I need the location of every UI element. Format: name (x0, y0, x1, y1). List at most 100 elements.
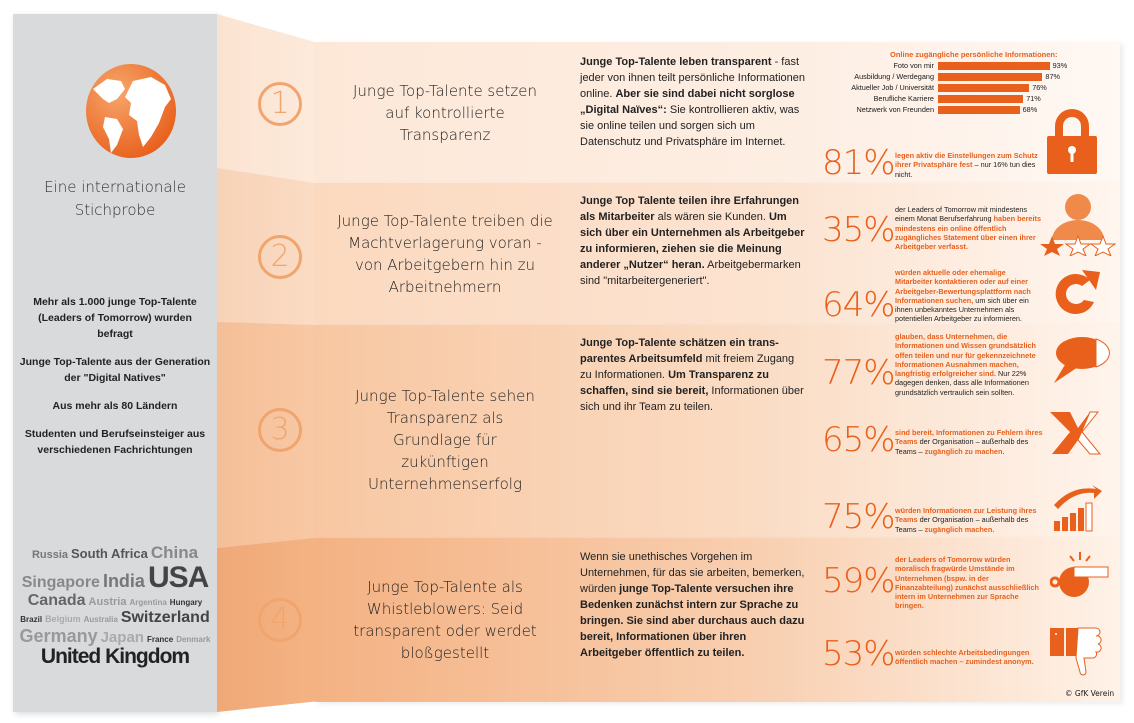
lock-icon (1047, 109, 1097, 174)
text-segment: - fast jeder von ihnen teilt persönliche… (580, 56, 806, 100)
text-segment: zugänglich machen. (924, 524, 995, 534)
cloud-word: Japan (100, 628, 144, 646)
text-segment: der Leaders of Tomorrow würden moralisch… (895, 555, 1039, 611)
fact-item: Studenten und Berufseinsteiger aus versc… (24, 428, 206, 456)
text-segment: Wenn sie unethisches Vorgehen im Unterne… (580, 551, 805, 595)
stat-percent: 77% (822, 353, 896, 393)
bar (938, 62, 1050, 70)
section-2 (315, 183, 1120, 325)
section-4 (315, 538, 1120, 702)
cloud-word: Argentina (129, 598, 167, 608)
growth-chart-icon (1054, 485, 1102, 532)
speech-bubble-icon (1054, 337, 1110, 383)
text-segment: Um Transparenz zu schaffen, sind sie ber… (580, 369, 769, 397)
section-number-1: 1 (258, 82, 302, 126)
cloud-word: Singapore (21, 573, 100, 591)
section-body-1: Junge Top-Talente leben transparent - fa… (580, 54, 808, 150)
section-number-3: 3 (258, 408, 302, 452)
text-segment: würden Informationen zur Leistung ihres … (895, 506, 1037, 525)
text-segment: sind bereit, Informationen zu Fehlern ih… (895, 428, 1043, 447)
globe-icon (86, 64, 176, 158)
cloud-word: Hungary (169, 598, 203, 608)
copyright: © GfK Verein (1065, 689, 1115, 698)
cloud-word: Australia (83, 615, 118, 625)
bar (938, 73, 1043, 81)
fact-item: Junge Top-Talente aus der Generation der… (19, 356, 211, 384)
cloud-word: South Africa (71, 546, 148, 561)
text-segment: würden aktuelle oder ehemalige Mitarbeit… (895, 268, 1031, 305)
stat-percent: 64% (822, 285, 896, 325)
text-segment: der Organisation – außerhalb des Teams – (895, 515, 1029, 534)
stat-text: sind bereit, Informationen zu Fehlern ih… (895, 428, 1045, 456)
bar (938, 106, 1020, 114)
stat-text: glauben, dass Unternehmen, die Informati… (895, 332, 1045, 397)
cloud-word: Canada (27, 592, 86, 610)
bar-label: Foto von mir (893, 61, 934, 70)
chart-title: Online zugängliche persönliche Informati… (890, 50, 1058, 59)
fact-item: Mehr als 1.000 junge Top-Talente (Leader… (33, 296, 197, 340)
text-segment: Informationen über sich und ihr Team zu … (580, 385, 804, 413)
thumbs-down-icon (1050, 627, 1102, 676)
section-body-3: Junge Top-Talente schätzen ein trans-par… (580, 335, 808, 415)
bar-label: Berufliche Karriere (873, 94, 934, 103)
text-segment: haben bereits mindestens ein online öffe… (895, 214, 1042, 252)
section-title-4: Junge Top-Talente als Whistleblowers: Se… (353, 578, 537, 662)
stat-percent: 81% (822, 143, 896, 183)
section-title-3: Junge Top-Talente sehen Transparenz als … (355, 387, 535, 493)
text-segment: Arbeitgebermarken sind "mitarbeitergener… (580, 259, 801, 287)
bar (938, 95, 1024, 103)
text-segment: würden schlechte Arbeitsbedingungen öffe… (895, 648, 1034, 667)
bar (938, 84, 1030, 92)
text-segment: Junge Top-Talente leben transparent (580, 56, 772, 68)
sidebar-title: Eine internationale Stichprobe (44, 178, 186, 219)
fact-item: Aus mehr als 80 Ländern (52, 400, 178, 412)
text-segment: – nur 16% tun dies nicht. (895, 160, 1036, 179)
bar-value-label: 87% (1045, 72, 1060, 81)
stat-text: der Leaders of Tomorrow mit mindestens e… (895, 205, 1045, 251)
stat-text: würden Informationen zur Leistung ihres … (895, 506, 1045, 534)
section-body-2: Junge Top Talente teilen ihre Erfahrunge… (580, 193, 808, 289)
cloud-word: India (102, 570, 145, 591)
cloud-word: France (146, 634, 174, 644)
section-number-4: 4 (258, 598, 302, 642)
text-segment: zugänglich zu machen. (924, 446, 1005, 456)
stat-percent: 35% (822, 210, 896, 250)
cloud-word: Brazil (20, 615, 43, 625)
stat-percent: 59% (822, 561, 896, 601)
text-segment: Junge Top-Talente schätzen ein trans-par… (580, 337, 779, 365)
sample-facts: Mehr als 1.000 junge Top-Talente (Leader… (19, 294, 211, 470)
bar-label: Netzwerk von Freunden (856, 105, 934, 114)
text-segment: der Leaders of Tomorrow mit mindestens e… (895, 205, 1028, 224)
stat-text: der Leaders of Tomorrow würden moralisch… (895, 555, 1045, 611)
country-word-cloud: Russia South Africa China Singapore Indi… (17, 544, 213, 704)
cloud-word: Russia (31, 549, 69, 561)
cloud-word: Austria (88, 596, 127, 609)
refresh-arrow-icon (1055, 270, 1100, 314)
text-segment: junge Top-Talente versuchen ihre Bedenke… (580, 583, 805, 659)
cloud-word: Switzerland (120, 609, 210, 627)
whistle-icon (1050, 552, 1109, 597)
text-segment: mit freiem Zugang zu Informationen. (580, 353, 795, 381)
stat-percent: 75% (822, 497, 896, 537)
cloud-word: United Kingdom (40, 644, 190, 668)
rating-person-icon (1040, 194, 1116, 256)
bar-label: Ausbildung / Werdegang (854, 72, 934, 81)
section-number-2: 2 (258, 235, 302, 279)
stat-text: würden aktuelle oder ehemalige Mitarbeit… (895, 268, 1045, 324)
bar-value-label: 93% (1052, 61, 1068, 70)
text-segment: um sich über ein ihnen unbekanntes Unter… (895, 295, 1029, 324)
cloud-word: Belgium (45, 614, 81, 625)
text-segment: Um sich über ein Unternehmen als Arbeitg… (580, 211, 805, 271)
bar-label: Aktueller Job / Universität (851, 83, 934, 92)
text-segment: als wären sie Kunden. (654, 211, 769, 223)
x-mistake-icon (1050, 411, 1102, 455)
cloud-word: Germany (19, 625, 98, 646)
bar-value-label: 71% (1026, 94, 1041, 103)
section-title-2: Junge Top-Talente treiben die Machtverla… (337, 212, 553, 296)
text-segment: glauben, dass Unternehmen, die Informati… (895, 332, 1037, 379)
cloud-word: China (150, 543, 199, 562)
bar-value-label: 76% (1032, 83, 1047, 92)
text-segment: legen aktiv die Einstellungen zum Schutz… (895, 151, 1038, 170)
text-segment: Aber sie sind dabei nicht sorglose „Digi… (580, 88, 795, 116)
stat-text: legen aktiv die Einstellungen zum Schutz… (895, 151, 1045, 179)
